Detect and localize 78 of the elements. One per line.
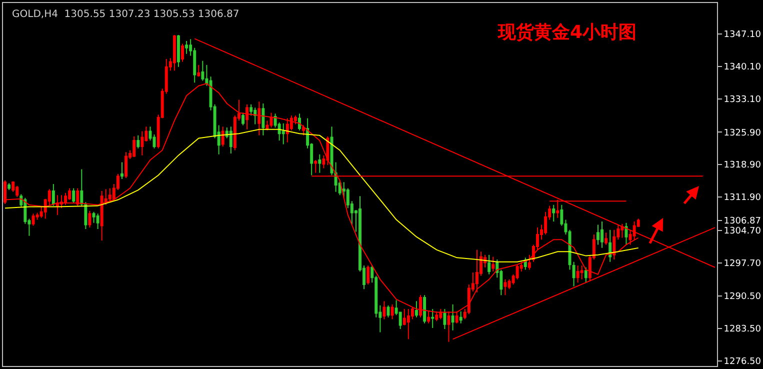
candlestick xyxy=(181,43,184,62)
y-tick-label: 1290.50 xyxy=(724,292,762,302)
candlestick xyxy=(52,184,55,206)
candlestick xyxy=(124,152,128,179)
candlestick xyxy=(246,104,249,130)
y-tick-label: 1283.50 xyxy=(724,324,762,335)
candlestick xyxy=(262,102,265,136)
candlestick xyxy=(600,221,604,248)
candlestick xyxy=(624,222,628,246)
y-tick-label: 1325.90 xyxy=(724,128,762,138)
candlestick xyxy=(136,134,140,149)
candlestick xyxy=(100,190,104,242)
candlestick xyxy=(120,162,124,180)
candlestick xyxy=(390,304,394,320)
y-tick-label: 1297.70 xyxy=(724,258,762,269)
candlestick xyxy=(580,265,584,280)
y-tick-label: 1304.70 xyxy=(724,226,762,236)
y-tick-label: 1347.10 xyxy=(724,30,762,40)
candlestick xyxy=(504,278,507,296)
candlestick xyxy=(8,182,11,191)
candlestick xyxy=(132,136,136,158)
candlestick xyxy=(584,266,588,284)
candlestick xyxy=(612,229,616,260)
candlestick xyxy=(488,254,491,275)
annotation: GOLD,H4 1305.55 1307.23 1305.53 1306.87 xyxy=(12,9,240,20)
candlestick xyxy=(552,204,556,222)
candlestick xyxy=(108,188,112,203)
candlestick xyxy=(572,261,576,287)
candlestick xyxy=(282,122,285,145)
candlestick xyxy=(221,126,224,148)
y-tick-label: 1306.87 xyxy=(724,216,762,226)
candlestick xyxy=(314,159,318,174)
y-tick-label: 1311.90 xyxy=(724,193,762,204)
candlestick xyxy=(88,210,92,228)
candlestick xyxy=(96,213,100,230)
candlestick xyxy=(576,265,580,284)
candlestick xyxy=(197,64,200,78)
candlestick xyxy=(459,310,462,324)
candlestick xyxy=(443,308,446,330)
candlestick xyxy=(140,130,144,156)
text: 现货黄金4小时图 xyxy=(497,22,637,43)
candlestick xyxy=(423,294,426,324)
candlestick xyxy=(620,223,624,238)
candlestick xyxy=(176,34,180,68)
candlestick xyxy=(604,232,608,246)
candlestick xyxy=(382,300,386,320)
candlestick xyxy=(608,229,612,262)
candlestick xyxy=(258,101,261,136)
candlestick xyxy=(451,304,454,331)
candlestick xyxy=(64,192,68,206)
candlestick xyxy=(431,308,434,329)
line-series xyxy=(4,128,639,262)
candlestick xyxy=(596,224,600,246)
candlestick xyxy=(366,265,370,286)
candlestick xyxy=(56,194,59,216)
candlestick xyxy=(242,112,245,126)
candlestick xyxy=(302,124,306,136)
candlestick xyxy=(76,188,80,206)
y-tick-label: 1340.10 xyxy=(724,62,762,73)
candlestick xyxy=(172,34,176,72)
candlestick xyxy=(286,118,289,143)
candlestick xyxy=(185,40,188,54)
candlestick xyxy=(414,300,418,318)
candlestick xyxy=(492,256,495,272)
y-tick-label: 1276.50 xyxy=(724,357,762,368)
y-tick-label: 1333.10 xyxy=(724,94,762,105)
candlestick xyxy=(318,154,322,174)
candlestick xyxy=(475,249,478,293)
candlestick xyxy=(16,185,19,198)
candlestick xyxy=(528,254,531,270)
y-tick-label: 1318.90 xyxy=(724,160,762,171)
candlestick xyxy=(72,188,76,204)
candlestick xyxy=(406,308,410,340)
candlestick xyxy=(229,126,232,154)
candlestick xyxy=(326,136,330,166)
candlestick xyxy=(632,221,636,240)
candlestick xyxy=(254,107,257,125)
candlestick xyxy=(298,113,301,131)
